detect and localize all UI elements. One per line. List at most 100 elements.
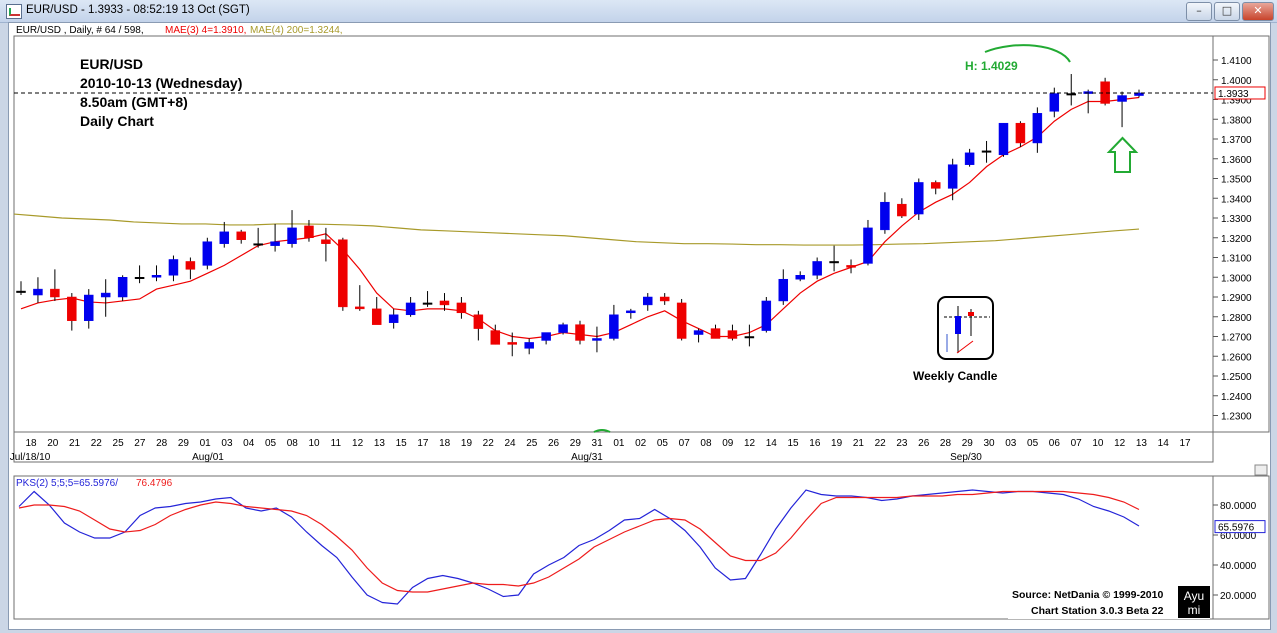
price-tick-label: 1.3900 [1221,96,1252,107]
candle-body [16,290,26,293]
candle-body [50,288,60,298]
date-tick-label: 11 [331,438,342,449]
osc-label-k: PKS(2) 5;5;5=65.5976/ [16,478,118,489]
date-tick-label: 14 [766,438,778,449]
date-tick-label: 15 [396,438,408,449]
date-tick-label: 22 [483,438,495,449]
minimize-button[interactable]: – [1186,2,1212,21]
candle-body [795,275,805,280]
candle-body [1032,113,1043,144]
osc-k-line [18,489,1140,605]
date-tick-label: 06 [1049,438,1061,449]
date-tick-label: 01 [613,438,625,449]
candle-body [355,306,365,310]
price-tick-label: 1.3400 [1221,194,1252,205]
date-tick-label: 07 [679,438,691,449]
date-tick-label: 13 [374,438,386,449]
date-tick-label: 08 [700,438,712,449]
date-tick-label: 05 [1027,438,1039,449]
price-tick-label: 1.3300 [1221,214,1252,225]
candle-body [67,296,77,321]
date-tick-label: 18 [25,438,37,449]
candle-body [812,261,822,276]
candle-body [609,314,619,339]
candle-body [33,288,43,296]
price-tick-label: 1.2300 [1221,412,1252,423]
osc-current-label: 65.5976 [1218,523,1255,534]
candle-body [507,342,517,345]
note-symbol: EUR/USD [80,56,143,72]
logo-text-top: Ayu [1184,589,1204,603]
date-tick-label: 19 [831,438,843,449]
date-tick-label: 21 [853,438,865,449]
date-tick-label: 17 [1179,438,1191,449]
weekly-ma-red [956,340,974,354]
candle-body [524,342,534,349]
date-tick-label: 29 [178,438,190,449]
note-time: 8.50am (GMT+8) [80,94,188,110]
note-timeframe: Daily Chart [80,113,154,129]
candle-body [151,275,162,278]
date-tick-label: 16 [809,438,821,449]
date-major-label: Jul/18/10 [10,452,51,463]
candle-body [338,239,348,308]
price-tick-label: 1.2900 [1221,293,1252,304]
candle-body [981,150,992,153]
candle-body [643,296,653,306]
date-tick-label: 18 [439,438,451,449]
date-tick-label: 19 [461,438,473,449]
price-tick-label: 1.4100 [1221,56,1252,67]
price-tick-label: 1.2500 [1221,372,1252,383]
maximize-button[interactable]: □ [1214,2,1240,21]
candle-body [117,277,128,298]
weekly-candle-label: Weekly Candle [913,369,998,383]
close-button[interactable]: ✕ [1242,2,1274,21]
candle-body [778,278,789,302]
candle-body [744,336,755,339]
candle-body [202,241,213,266]
date-tick-label: 26 [918,438,930,449]
date-tick-label: 01 [200,438,212,449]
candle-body [1015,122,1026,144]
candle-body [84,294,94,321]
title-bar: EUR/USD - 1.3933 - 08:52:19 13 Oct (SGT)… [0,0,1277,23]
date-tick-label: 12 [744,438,756,449]
candle-body [134,277,145,279]
date-tick-label: 10 [1092,438,1104,449]
candle-body [439,300,450,306]
date-tick-label: 23 [896,438,908,449]
date-tick-label: 15 [788,438,800,449]
candle-body [727,330,738,339]
date-axis [13,431,1214,463]
price-tick-label: 1.3200 [1221,234,1252,245]
osc-tick-label: 40.0000 [1220,561,1257,572]
candle-body [626,310,636,314]
candle-body [388,314,399,323]
price-tick-label: 1.3100 [1221,254,1252,265]
date-tick-label: 05 [657,438,669,449]
date-major-label: Sep/30 [950,452,982,463]
candle-body [880,201,890,231]
current-price-box [1214,86,1266,100]
candle-body [1049,93,1060,112]
date-tick-label: 22 [875,438,887,449]
candle-body [270,241,280,246]
main-plot-area [13,35,1214,433]
source-panel [1008,585,1210,619]
weekly-body-2 [968,312,974,316]
candle-body [659,296,670,302]
candle-body [1066,93,1076,96]
candle-body [473,314,484,329]
osc-tick-label: 20.0000 [1220,591,1257,602]
price-tick-label: 1.2400 [1221,392,1252,403]
candle-body [829,261,839,264]
candle-body [422,302,433,305]
price-tick-label: 1.2600 [1221,352,1252,363]
candle-body [405,302,416,316]
candle-body [998,122,1009,156]
candle-body [964,152,975,165]
panel-resize-icon[interactable] [1254,464,1268,476]
date-tick-label: 07 [1071,438,1083,449]
date-tick-label: 29 [962,438,974,449]
